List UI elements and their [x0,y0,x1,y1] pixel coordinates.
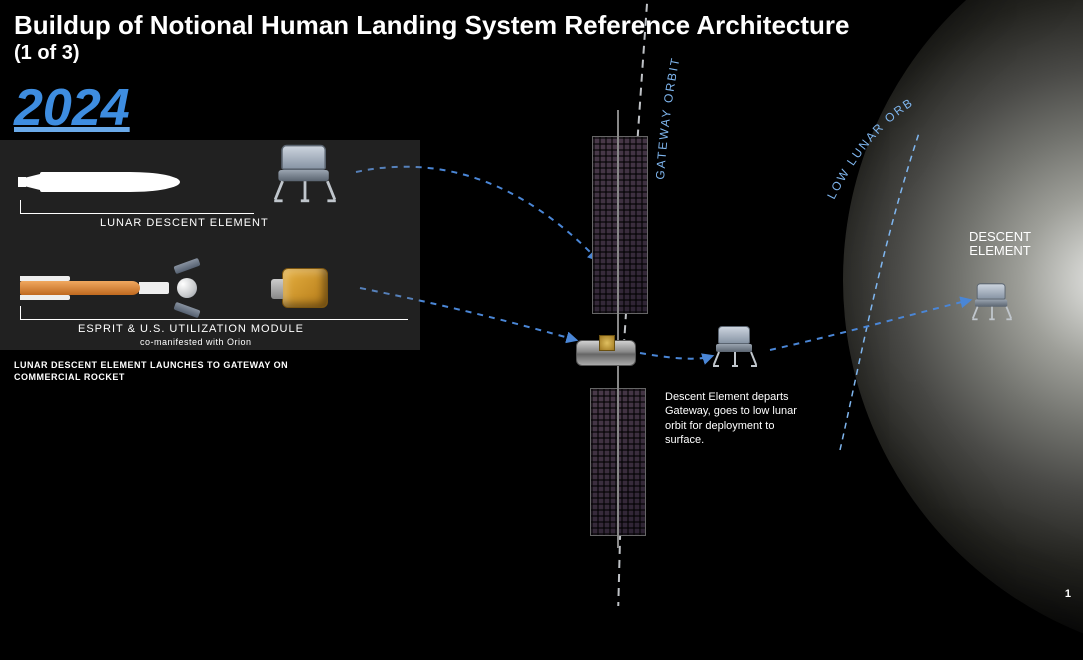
footer-note: LUNAR DESCENT ELEMENT LAUNCHES TO GATEWA… [14,360,314,383]
commercial-rocket-icon [40,172,180,192]
row2-label: ESPRIT & U.S. UTILIZATION MODULE [78,323,304,335]
row2-sublabel: co-manifested with Orion [140,337,252,347]
esprit-module-icon [282,268,328,308]
descent-element-label: DESCENT ELEMENT [950,230,1050,257]
lander-departing [718,326,752,352]
lander-at-moon [977,283,1008,306]
lander-panel-icon [281,145,329,181]
gateway-core-module [576,340,636,366]
bracket-row1 [20,200,254,214]
bracket-row2 [20,306,408,320]
arrow-gateway-to-lander [640,353,712,359]
page-number: 1 [1065,588,1071,600]
row1-label: LUNAR DESCENT ELEMENT [100,217,269,229]
sls-orion-icon [20,278,197,298]
gateway-solar-panel-top [592,136,648,314]
gateway-orbit-label: GATEWAY ORBIT [653,55,683,180]
page-subtitle: (1 of 3) [14,42,80,65]
page-title: Buildup of Notional Human Landing System… [14,10,849,41]
gateway-truss [617,110,619,548]
year-heading: 2024 [14,78,130,138]
departure-caption: Descent Element departs Gateway, goes to… [665,390,815,447]
moon [843,0,1083,660]
